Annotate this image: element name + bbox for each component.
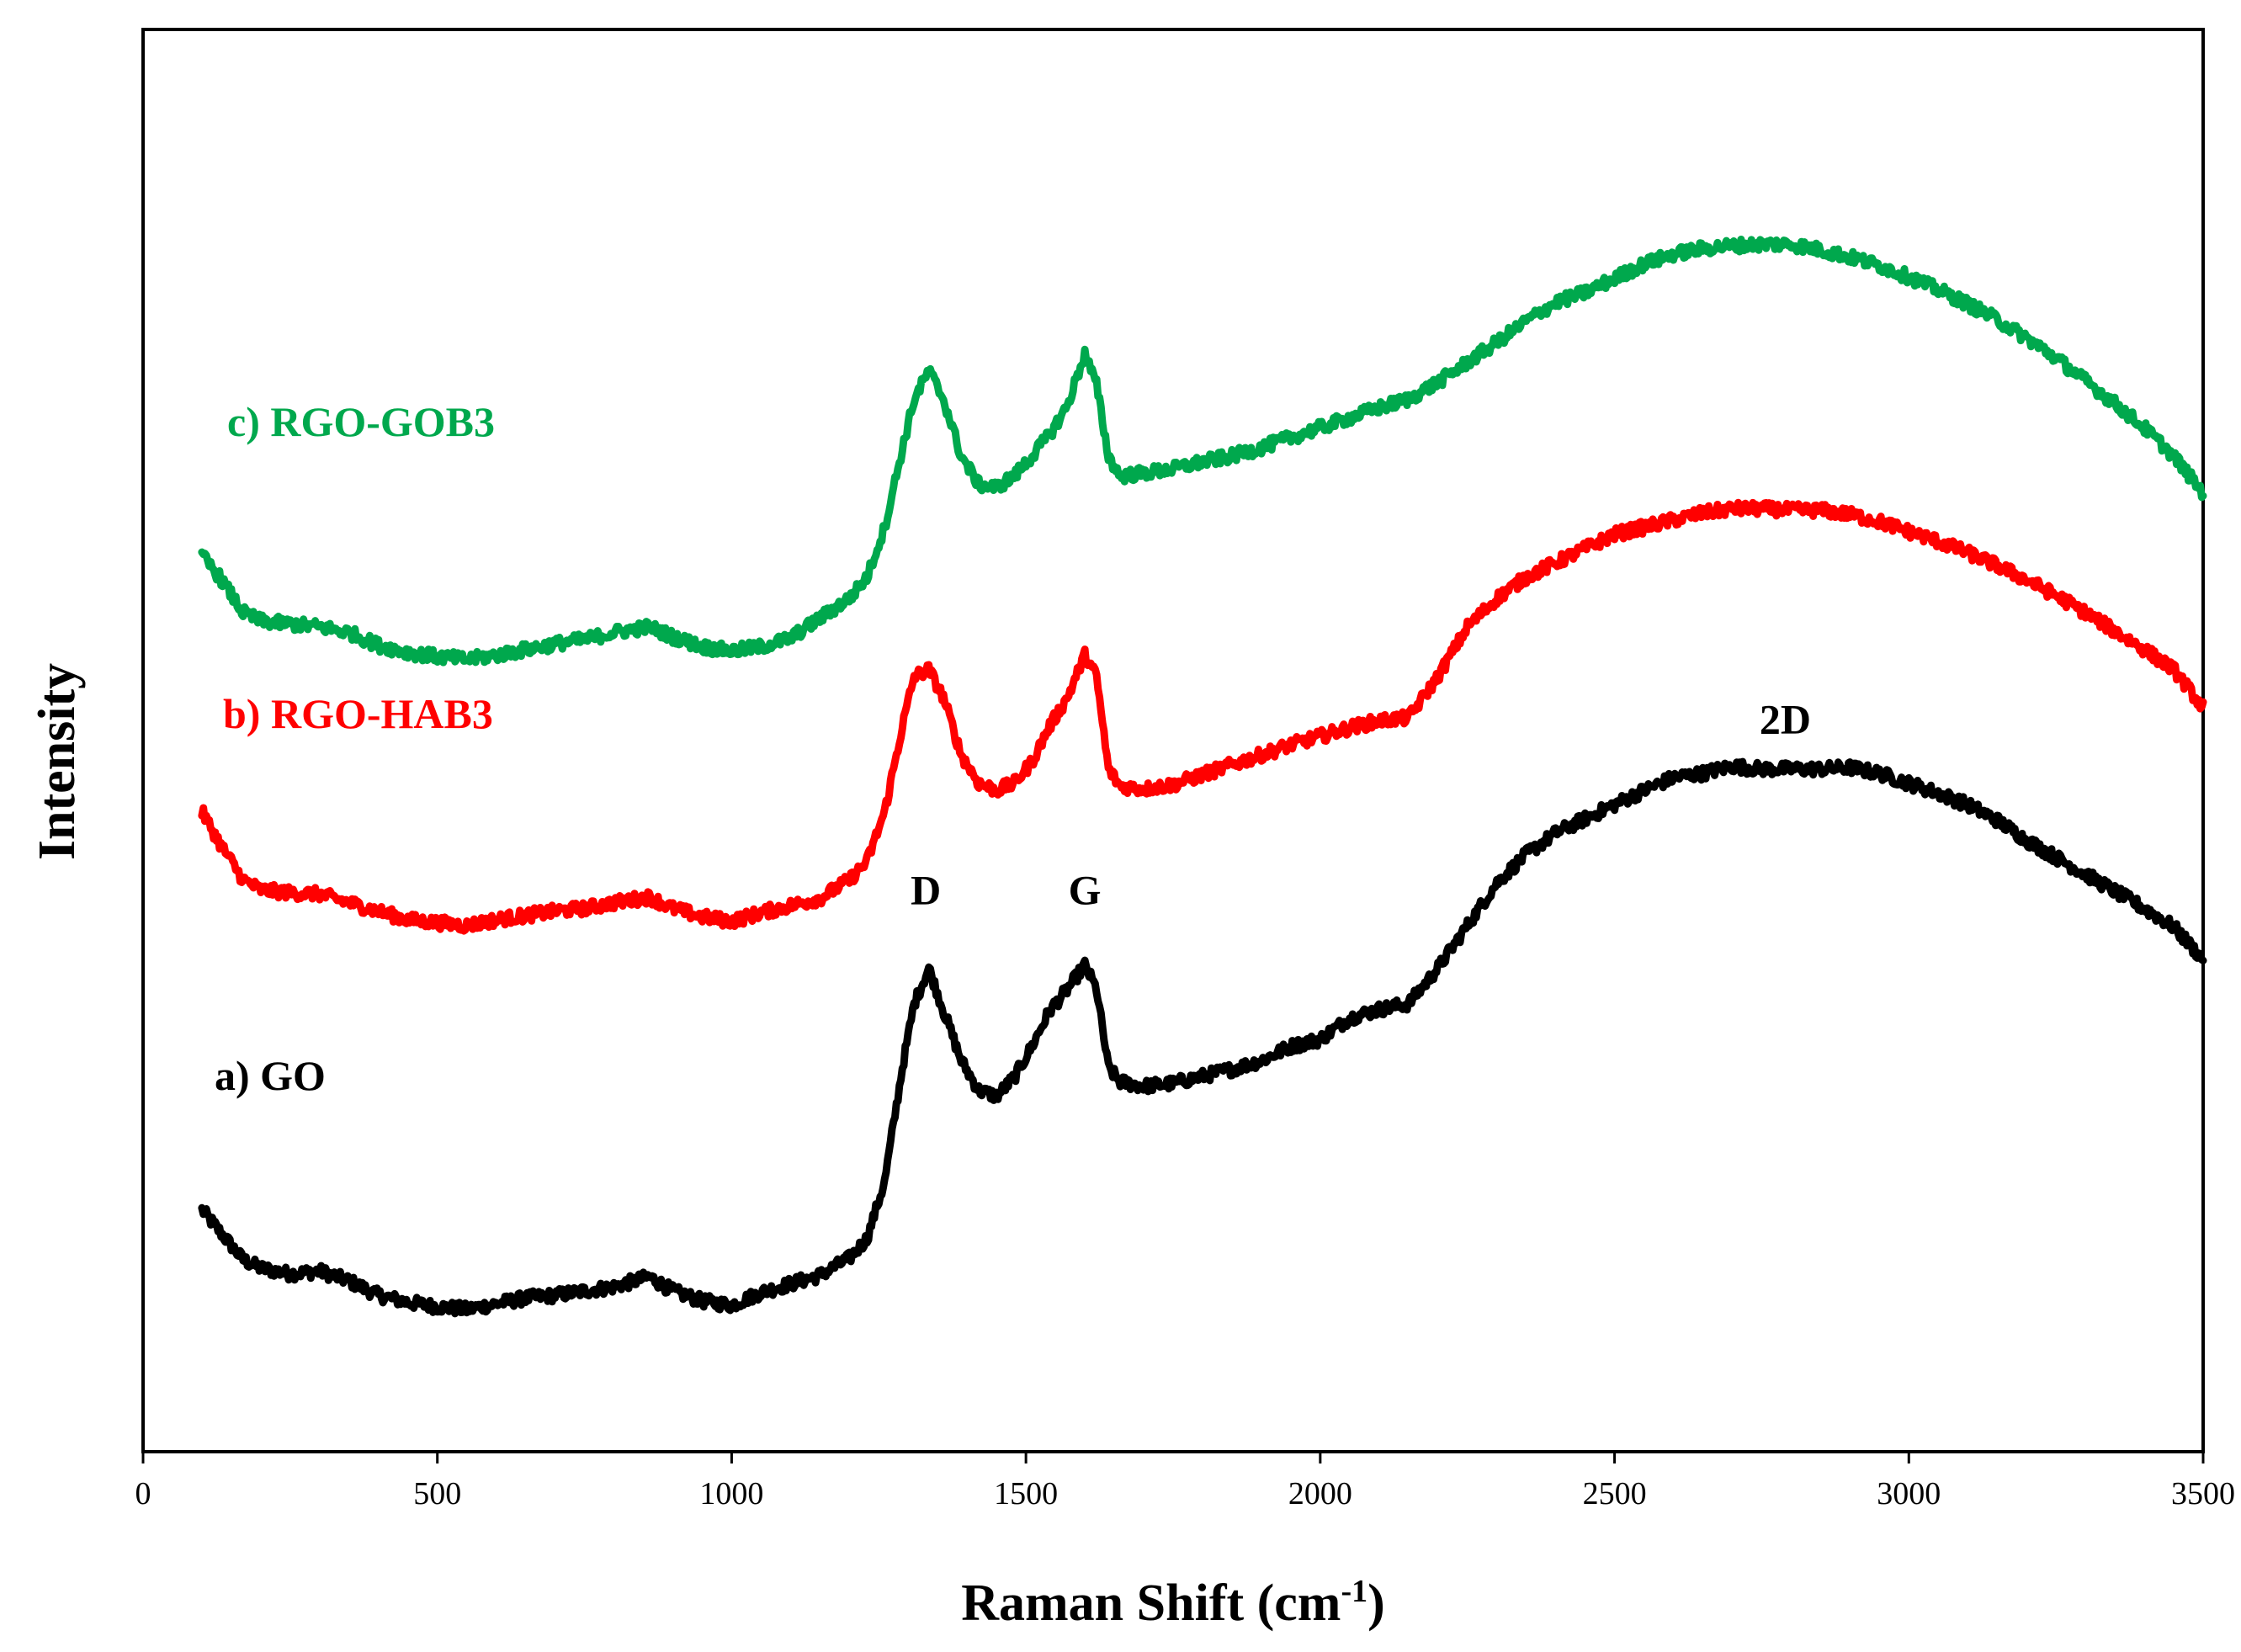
peak-annotations: D G 2D — [911, 696, 1811, 914]
x-axis-title-superscript: -1 — [1341, 1574, 1367, 1609]
series-line-0 — [198, 757, 2207, 1318]
x-tick-label: 1500 — [994, 1476, 1058, 1511]
x-tick-label: 2500 — [1583, 1476, 1647, 1511]
x-axis-title-main: Raman Shift (cm — [961, 1575, 1341, 1632]
x-axis-title: Raman Shift (cm-1) — [961, 1574, 1385, 1632]
x-tick-label: 2000 — [1288, 1476, 1352, 1511]
series-line-1 — [198, 498, 2207, 935]
x-tick-label: 0 — [135, 1476, 151, 1511]
x-tick-label: 3000 — [1877, 1476, 1941, 1511]
series-label: b) RGO-HAB3 — [223, 690, 493, 737]
series-labels: a) GO b) RGO-HAB3 c) RGO-GOB3 — [215, 398, 495, 1099]
series-line-2 — [198, 236, 2207, 667]
x-tick-label: 1000 — [699, 1476, 763, 1511]
peak-label: D — [911, 866, 941, 913]
x-tick-label: 500 — [413, 1476, 461, 1511]
x-axis-title-suffix: ) — [1367, 1575, 1385, 1632]
peak-label: G — [1069, 866, 1102, 913]
plot-frame — [141, 28, 2205, 1453]
series-group — [198, 236, 2207, 1318]
peak-label: 2D — [1760, 696, 1811, 743]
x-axis-ticks: 0 500 1000 1500 2000 2500 3000 3500 — [135, 1452, 2235, 1511]
y-axis-title: Intensity — [29, 663, 86, 860]
x-tick-label: 3500 — [2171, 1476, 2235, 1511]
series-label: a) GO — [215, 1052, 326, 1099]
series-label: c) RGO-GOB3 — [227, 398, 495, 445]
